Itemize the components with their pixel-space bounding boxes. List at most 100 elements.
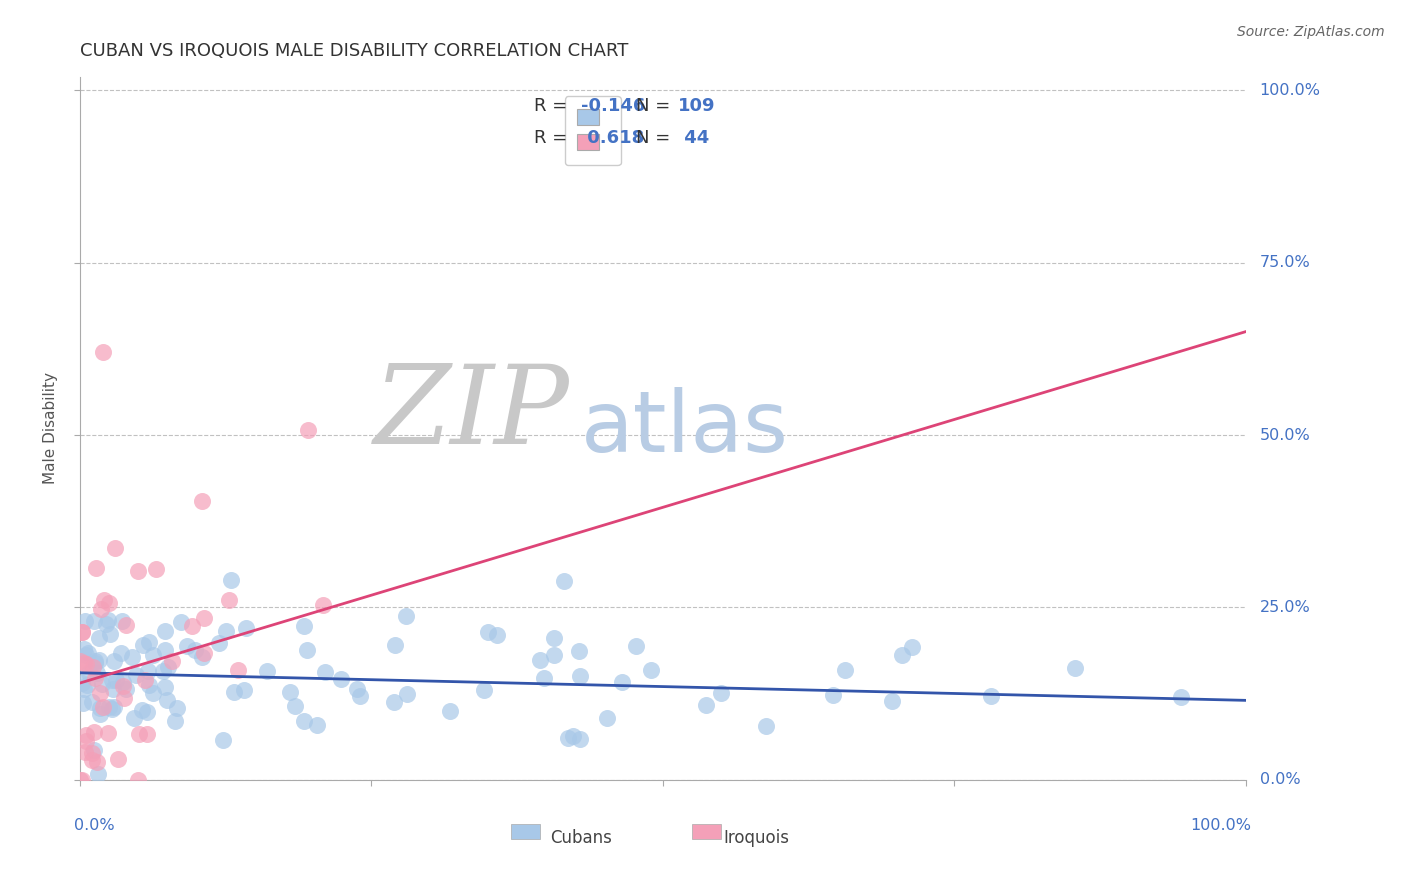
Point [533, 671, 555, 685]
Point [486, 627, 509, 641]
Point [101, 702, 124, 716]
Point [166, 701, 188, 715]
Point [292, 618, 315, 632]
Point [695, 698, 717, 712]
Point [226, 664, 249, 678]
Point [73, 682, 96, 697]
FancyBboxPatch shape [512, 824, 540, 839]
Point [91, 699, 114, 714]
Point [84, 671, 107, 685]
Point [80, 696, 103, 710]
Point [297, 423, 319, 437]
Point [90, 602, 112, 616]
Point [156, 659, 179, 673]
Point [136, 727, 159, 741]
Point [89, 701, 111, 715]
Point [314, 665, 336, 679]
Point [104, 541, 127, 555]
Point [834, 664, 856, 678]
Point [284, 699, 307, 714]
Point [103, 654, 125, 668]
Point [235, 622, 257, 636]
Point [87, 767, 110, 781]
Text: 75.0%: 75.0% [1260, 255, 1310, 270]
Point [96, 617, 118, 632]
Point [112, 674, 135, 689]
Point [128, 564, 150, 578]
Point [297, 643, 319, 657]
Point [72, 696, 94, 710]
Point [138, 678, 160, 692]
Point [626, 639, 648, 653]
Point [86, 755, 108, 769]
Point [307, 718, 329, 732]
Point [91, 345, 114, 359]
Point [76, 678, 98, 692]
Point [219, 573, 242, 587]
Point [69, 654, 91, 668]
Text: 25.0%: 25.0% [1260, 599, 1310, 615]
Point [278, 684, 301, 698]
Text: R =: R = [534, 129, 574, 147]
Text: N =: N = [636, 129, 676, 147]
Point [163, 714, 186, 728]
Text: 0.0%: 0.0% [1260, 772, 1301, 787]
Text: Iroquois: Iroquois [723, 829, 789, 847]
Point [142, 648, 165, 662]
Point [82, 746, 104, 760]
Point [191, 649, 214, 664]
Point [83, 615, 105, 629]
Text: CUBAN VS IROQUOIS MALE DISABILITY CORRELATION CHART: CUBAN VS IROQUOIS MALE DISABILITY CORREL… [80, 42, 628, 60]
Point [382, 695, 405, 709]
Point [93, 592, 115, 607]
Point [891, 648, 914, 663]
Point [82, 752, 104, 766]
Point [82, 660, 104, 674]
Point [75, 727, 97, 741]
Point [115, 618, 138, 632]
Point [384, 638, 406, 652]
Text: -0.146: -0.146 [581, 97, 645, 115]
Text: 44: 44 [678, 129, 709, 147]
Point [70, 624, 93, 639]
Point [142, 686, 165, 700]
Point [212, 732, 235, 747]
Point [83, 725, 105, 739]
Point [709, 686, 731, 700]
Point [183, 643, 205, 657]
Point [105, 673, 128, 687]
Point [1063, 661, 1085, 675]
Point [596, 711, 619, 725]
Point [553, 574, 575, 588]
Point [127, 772, 149, 787]
Point [97, 596, 120, 610]
Point [134, 673, 156, 687]
Point [562, 730, 585, 744]
Point [557, 731, 579, 745]
Point [122, 711, 145, 725]
Point [70, 675, 93, 690]
Point [569, 732, 592, 747]
Point [112, 679, 135, 693]
Point [568, 644, 591, 658]
Point [156, 693, 179, 707]
Point [222, 685, 245, 699]
Point [395, 688, 418, 702]
Point [138, 635, 160, 649]
FancyBboxPatch shape [692, 824, 721, 839]
Point [73, 656, 96, 670]
Point [107, 752, 129, 766]
Point [73, 746, 96, 760]
Text: N =: N = [636, 97, 676, 115]
Point [980, 689, 1002, 703]
Point [100, 627, 122, 641]
Point [112, 691, 135, 706]
Point [152, 664, 174, 678]
Point [131, 703, 153, 717]
Point [153, 643, 176, 657]
Point [218, 592, 240, 607]
Point [87, 653, 110, 667]
Point [155, 680, 177, 694]
Point [394, 608, 416, 623]
Point [823, 688, 845, 702]
